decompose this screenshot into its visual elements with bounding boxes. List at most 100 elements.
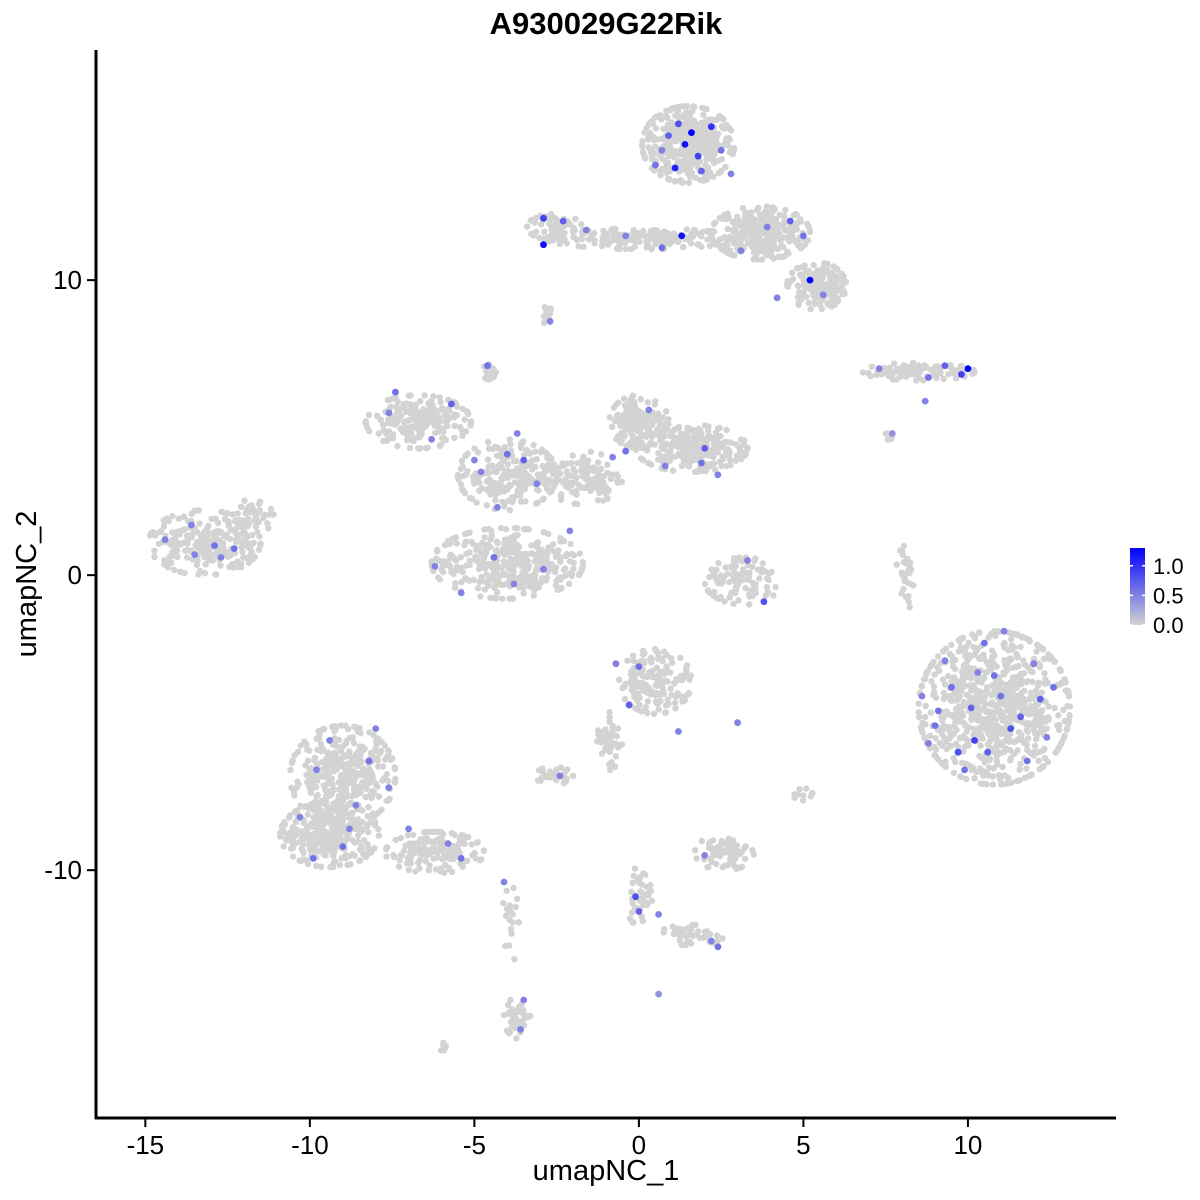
cell-point — [317, 740, 325, 748]
cell-point — [241, 528, 248, 535]
cell-point — [379, 421, 387, 428]
cell-point — [810, 262, 817, 269]
cell-point — [351, 825, 358, 833]
cell-point — [364, 822, 371, 829]
cell-point — [411, 422, 419, 429]
cell-point — [367, 790, 374, 798]
cell-point — [661, 424, 668, 431]
cell-point — [407, 860, 415, 867]
cell-point — [461, 840, 468, 847]
cell-point — [1024, 728, 1032, 735]
cell-point — [380, 437, 387, 445]
cell-point — [353, 757, 360, 764]
cell-point — [500, 1011, 508, 1019]
cell-point — [492, 595, 499, 602]
cell-point — [321, 837, 329, 845]
cell-point — [629, 424, 637, 431]
cell-point — [716, 236, 724, 243]
cell-point — [728, 563, 735, 570]
cell-point — [1007, 779, 1015, 786]
cell-point — [721, 598, 728, 605]
cell-point — [661, 648, 668, 655]
cell-point — [604, 469, 611, 477]
cell-point — [492, 443, 499, 451]
cell-point — [460, 487, 467, 495]
cell-point — [642, 891, 650, 898]
cell-point — [985, 772, 992, 779]
cell-point — [839, 282, 846, 289]
cell-point — [907, 566, 915, 573]
cell-point — [727, 462, 734, 469]
cell-point — [611, 763, 619, 770]
cell-point — [709, 153, 716, 161]
cell-point — [520, 558, 527, 565]
cell-point — [767, 212, 775, 219]
cell-point — [293, 784, 301, 791]
cell-point — [687, 438, 694, 445]
cell-point — [493, 569, 500, 576]
expressing-cell-point — [681, 141, 689, 148]
cell-point — [383, 853, 390, 860]
cell-point — [510, 884, 517, 892]
cell-point — [374, 763, 382, 770]
cell-point — [805, 299, 812, 306]
cell-point — [330, 763, 337, 771]
cell-point — [650, 710, 658, 717]
cell-point — [540, 319, 548, 326]
cell-point — [757, 242, 764, 249]
cell-point — [236, 516, 243, 524]
cell-point — [196, 520, 203, 527]
cell-point — [825, 301, 832, 308]
cell-point — [1036, 765, 1044, 773]
cell-point — [649, 667, 657, 674]
cell-point — [715, 559, 722, 567]
cell-point — [565, 479, 572, 487]
cell-point — [709, 228, 717, 235]
cell-point — [375, 430, 382, 437]
cell-point — [716, 458, 724, 465]
cell-point — [710, 852, 718, 859]
cell-point — [507, 555, 514, 563]
cell-point — [757, 215, 764, 223]
cell-point — [477, 593, 484, 600]
cell-point — [755, 204, 762, 212]
cell-point — [943, 745, 950, 753]
cell-point — [469, 540, 476, 547]
cell-point — [557, 492, 565, 500]
cell-point — [713, 860, 720, 868]
cell-point — [669, 467, 677, 474]
cell-point — [474, 449, 482, 456]
cell-point — [377, 416, 384, 423]
cell-point — [898, 569, 905, 576]
cell-point — [621, 395, 628, 402]
cell-point — [375, 832, 383, 839]
cell-point — [732, 854, 739, 862]
cell-point — [169, 512, 176, 520]
cell-point — [1030, 725, 1037, 732]
cell-point — [364, 841, 371, 848]
cell-point — [541, 467, 548, 475]
cell-point — [784, 248, 791, 255]
cell-point — [446, 554, 454, 562]
cell-point — [464, 468, 471, 475]
cell-point — [803, 785, 810, 792]
cell-point — [592, 466, 600, 473]
cell-point — [229, 511, 236, 518]
cell-point — [762, 208, 769, 215]
cell-point — [671, 177, 679, 185]
cell-point — [921, 362, 928, 369]
cell-point — [996, 674, 1003, 681]
cell-point — [507, 566, 514, 573]
cell-point — [303, 832, 310, 839]
cell-point — [227, 552, 234, 559]
cell-point — [343, 781, 350, 788]
cell-point — [506, 436, 513, 443]
cell-point — [640, 227, 647, 235]
cell-point — [320, 773, 327, 780]
cell-point — [237, 503, 245, 510]
cell-point — [513, 1035, 520, 1042]
cell-point — [293, 826, 300, 834]
cell-point — [595, 459, 602, 466]
cell-point — [364, 850, 372, 858]
cell-point — [507, 996, 514, 1004]
